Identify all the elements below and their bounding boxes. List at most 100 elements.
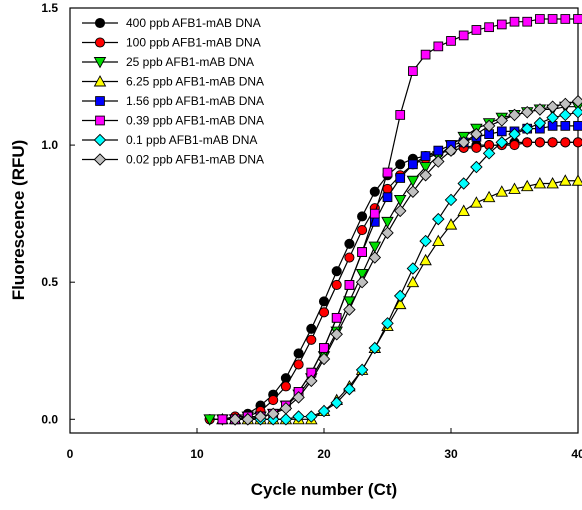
data-point <box>419 253 432 266</box>
data-point <box>228 413 242 426</box>
x-tick-label: 20 <box>317 447 331 461</box>
data-point <box>293 359 304 370</box>
data-point <box>266 407 280 421</box>
legend-item: 0.02 ppb AFB1-mAB DNA <box>82 153 264 167</box>
legend-label: 1.56 ppb AFB1-mAB DNA <box>126 94 264 108</box>
data-point <box>241 413 255 426</box>
data-point <box>331 312 342 323</box>
data-point <box>382 192 393 203</box>
legend-label: 100 ppb AFB1-mAB DNA <box>126 36 261 50</box>
data-point <box>318 307 330 318</box>
data-point <box>470 160 483 174</box>
data-point <box>444 144 458 157</box>
data-point <box>495 114 509 127</box>
legend-label: 25 ppb AFB1-mAB DNA <box>126 55 254 69</box>
data-point <box>433 145 444 156</box>
data-point <box>559 108 572 122</box>
data-point <box>419 162 432 174</box>
data-point <box>547 14 558 24</box>
data-point <box>458 30 469 41</box>
x-tick-label: 0 <box>67 447 74 461</box>
data-point <box>471 25 482 35</box>
data-point <box>495 136 509 149</box>
data-point <box>331 279 342 290</box>
data-point <box>520 105 534 119</box>
data-point <box>381 216 394 229</box>
legend-marker <box>93 133 107 147</box>
data-point <box>444 193 458 207</box>
legend-marker <box>95 115 105 126</box>
data-point <box>330 328 343 341</box>
data-point <box>533 116 547 130</box>
data-point <box>393 204 407 218</box>
data-point <box>268 395 279 406</box>
data-point <box>533 103 547 116</box>
legend-marker <box>93 75 107 87</box>
data-point <box>292 410 305 423</box>
data-point <box>433 41 444 52</box>
legend-item: 6.25 ppb AFB1-mAB DNA <box>82 75 264 89</box>
data-point <box>533 177 547 189</box>
legend-item: 25 ppb AFB1-mAB DNA <box>82 55 254 69</box>
data-point <box>331 266 342 277</box>
data-point <box>446 36 456 46</box>
legend-item: 100 ppb AFB1-mAB DNA <box>82 36 261 50</box>
data-point <box>457 204 470 216</box>
data-point <box>546 111 559 124</box>
data-point <box>522 137 533 148</box>
x-tick-label: 30 <box>444 447 458 461</box>
data-point <box>343 296 356 308</box>
y-tick-label: 0.0 <box>41 412 58 426</box>
data-point <box>357 225 368 236</box>
y-axis-title: Fluorescence (RFU) <box>9 140 28 301</box>
legend-item: 0.1 ppb AFB1-mAB DNA <box>82 133 257 147</box>
legend-label: 6.25 ppb AFB1-mAB DNA <box>126 75 264 89</box>
data-point <box>509 140 520 151</box>
data-point <box>482 119 496 133</box>
y-tick-label: 1.0 <box>41 138 58 152</box>
series-line <box>209 141 578 420</box>
data-point <box>305 410 318 423</box>
data-point <box>381 226 394 240</box>
data-point <box>560 121 571 131</box>
x-axis-title: Cycle number (Ct) <box>251 480 397 499</box>
data-point <box>406 185 420 198</box>
data-point <box>280 381 291 392</box>
data-point <box>254 410 267 423</box>
data-point <box>355 275 369 289</box>
data-point <box>393 194 407 207</box>
data-point <box>508 127 521 141</box>
legend-label: 400 ppb AFB1-mAB DNA <box>126 16 261 30</box>
data-point <box>368 241 382 253</box>
legend-marker <box>93 57 107 69</box>
data-point <box>573 14 582 24</box>
data-point <box>546 177 559 189</box>
series-layer <box>203 14 582 426</box>
data-point <box>344 252 355 263</box>
data-point <box>432 212 445 226</box>
x-tick-label: 10 <box>190 447 204 461</box>
x-tick-label: 40 <box>571 447 582 461</box>
data-point <box>408 159 418 170</box>
plot-frame <box>69 7 579 434</box>
data-point <box>444 218 458 230</box>
data-point <box>369 186 380 197</box>
data-point <box>547 137 558 148</box>
data-point <box>319 343 329 353</box>
data-point <box>571 174 582 186</box>
data-point <box>344 238 355 249</box>
data-point <box>217 414 228 425</box>
data-point <box>203 414 216 426</box>
legend-marker <box>95 96 105 106</box>
data-point <box>317 352 331 366</box>
data-point <box>355 363 369 377</box>
y-tick-label: 0.5 <box>41 275 58 289</box>
data-point <box>279 402 293 415</box>
data-point <box>406 175 420 188</box>
data-point <box>279 413 293 426</box>
data-point <box>482 190 496 203</box>
series-line <box>235 111 579 420</box>
data-point <box>330 396 343 410</box>
data-point <box>522 16 533 27</box>
data-point <box>395 173 406 183</box>
